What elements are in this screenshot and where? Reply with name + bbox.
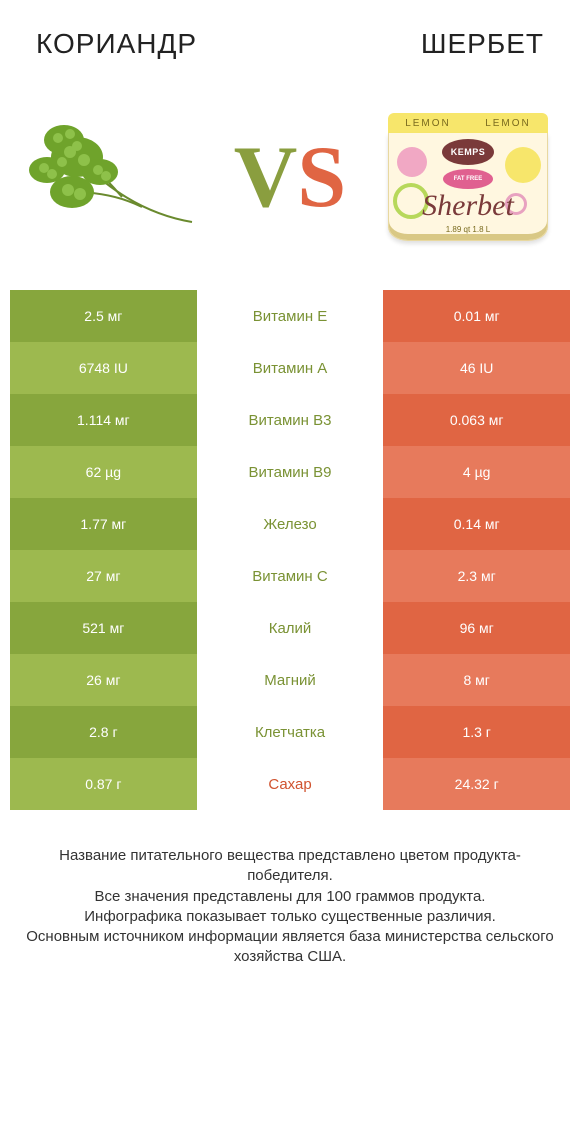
cell-nutrient: Витамин E — [197, 290, 384, 342]
hero: VS LEMON LEMON KEMPS FAT FREE Sherbet 1.… — [0, 68, 580, 290]
cell-left: 521 мг — [10, 602, 197, 654]
cell-nutrient: Витамин C — [197, 550, 384, 602]
table-row: 1.77 мгЖелезо0.14 мг — [10, 498, 570, 550]
table-row: 62 µgВитамин В94 µg — [10, 446, 570, 498]
cell-nutrient: Витамин A — [197, 342, 384, 394]
table-row: 27 мгВитамин C2.3 мг — [10, 550, 570, 602]
table-row: 0.87 гСахар24.32 г — [10, 758, 570, 810]
header: КОРИАНДР ШЕРБЕТ — [0, 0, 580, 68]
lid-text-right: LEMON — [485, 118, 531, 129]
sherbet-script: Sherbet — [389, 189, 547, 223]
coriander-icon — [22, 102, 202, 252]
fatfree-badge: FAT FREE — [443, 169, 493, 189]
sherbet-icon: LEMON LEMON KEMPS FAT FREE Sherbet 1.89 … — [388, 113, 548, 241]
title-right: ШЕРБЕТ — [421, 28, 544, 60]
cell-nutrient: Витамин В3 — [197, 394, 384, 446]
cell-nutrient: Клетчатка — [197, 706, 384, 758]
brand-badge: KEMPS — [442, 139, 494, 165]
cell-right: 0.14 мг — [383, 498, 570, 550]
cell-nutrient: Магний — [197, 654, 384, 706]
vs-s: S — [297, 129, 346, 226]
cell-right: 46 IU — [383, 342, 570, 394]
title-left: КОРИАНДР — [36, 28, 197, 60]
footer: Название питательного вещества представл… — [0, 810, 580, 968]
cell-right: 96 мг — [383, 602, 570, 654]
cell-right: 1.3 г — [383, 706, 570, 758]
sherbet-tub: KEMPS FAT FREE Sherbet 1.89 qt 1.8 L — [388, 133, 548, 241]
cell-left: 62 µg — [10, 446, 197, 498]
footer-line: Название питательного вещества представл… — [20, 846, 560, 887]
comparison-table: 2.5 мгВитамин E0.01 мг6748 IUВитамин A46… — [0, 290, 580, 810]
cell-left: 0.87 г — [10, 758, 197, 810]
cell-right: 8 мг — [383, 654, 570, 706]
cell-right: 4 µg — [383, 446, 570, 498]
sherbet-weight: 1.89 qt 1.8 L — [389, 225, 547, 234]
cell-right: 2.3 мг — [383, 550, 570, 602]
vs-v: V — [234, 129, 298, 226]
cell-right: 0.063 мг — [383, 394, 570, 446]
table-row: 26 мгМагний8 мг — [10, 654, 570, 706]
cell-nutrient: Калий — [197, 602, 384, 654]
cell-left: 26 мг — [10, 654, 197, 706]
footer-line: Все значения представлены для 100 граммо… — [20, 887, 560, 907]
footer-line: Основным источником информации является … — [20, 927, 560, 968]
cell-left: 1.77 мг — [10, 498, 197, 550]
deco-icon — [505, 147, 541, 183]
cell-nutrient: Сахар — [197, 758, 384, 810]
deco-icon — [397, 147, 427, 177]
table-row: 2.5 мгВитамин E0.01 мг — [10, 290, 570, 342]
lid-text-left: LEMON — [405, 118, 451, 129]
footer-line: Инфографика показывает только существенн… — [20, 907, 560, 927]
cell-nutrient: Железо — [197, 498, 384, 550]
cell-left: 2.5 мг — [10, 290, 197, 342]
table-row: 1.114 мгВитамин В30.063 мг — [10, 394, 570, 446]
product-right-image: LEMON LEMON KEMPS FAT FREE Sherbet 1.89 … — [368, 92, 568, 262]
cell-left: 6748 IU — [10, 342, 197, 394]
table-row: 521 мгКалий96 мг — [10, 602, 570, 654]
infographic-root: КОРИАНДР ШЕРБЕТ — [0, 0, 580, 1144]
cell-right: 0.01 мг — [383, 290, 570, 342]
sherbet-lid: LEMON LEMON — [388, 113, 548, 133]
product-left-image — [12, 92, 212, 262]
table-row: 2.8 гКлетчатка1.3 г — [10, 706, 570, 758]
cell-left: 1.114 мг — [10, 394, 197, 446]
cell-right: 24.32 г — [383, 758, 570, 810]
table-row: 6748 IUВитамин A46 IU — [10, 342, 570, 394]
cell-nutrient: Витамин В9 — [197, 446, 384, 498]
cell-left: 27 мг — [10, 550, 197, 602]
vs-label: VS — [234, 127, 347, 228]
cell-left: 2.8 г — [10, 706, 197, 758]
